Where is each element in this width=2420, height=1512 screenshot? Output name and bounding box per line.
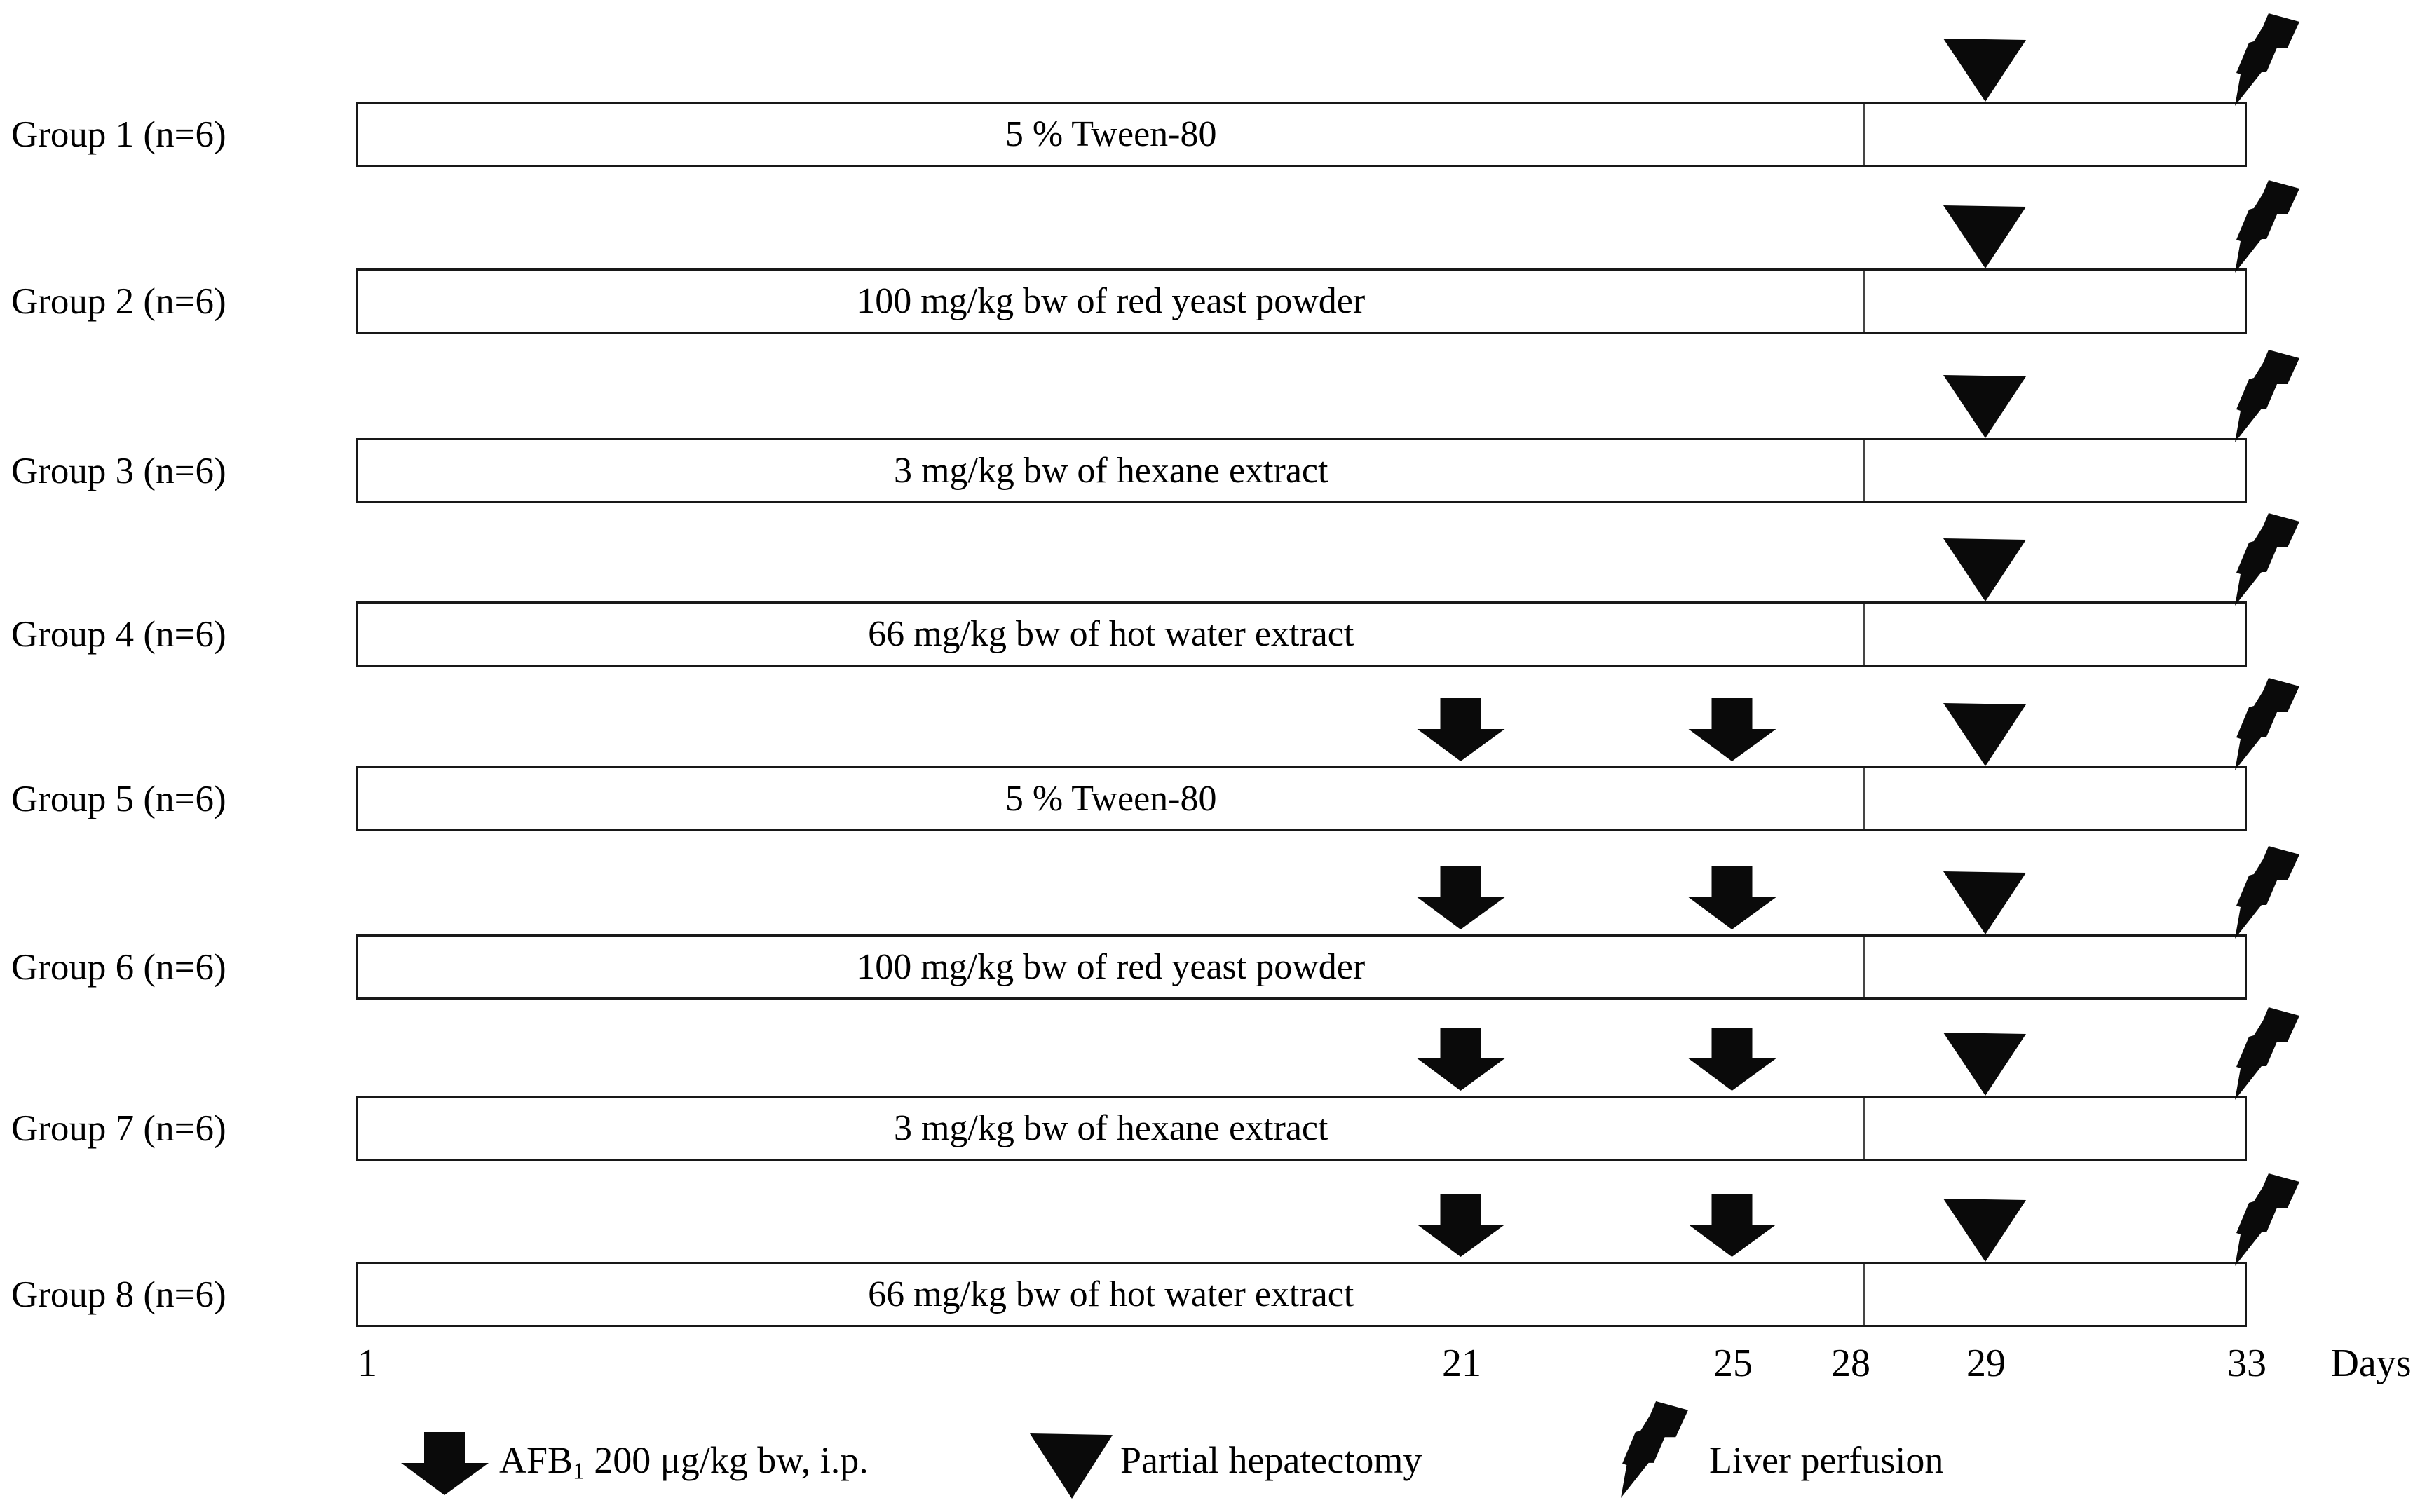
afb1-injection-icon-day21 xyxy=(1417,698,1505,761)
day-28-divider xyxy=(1863,604,1866,665)
legend-afb1-subscript: 1 xyxy=(573,1458,585,1485)
partial-hepatectomy-icon xyxy=(1943,703,2026,766)
day-28-divider xyxy=(1863,1098,1866,1159)
group-6-treatment-text: 100 mg/kg bw of red yeast powder xyxy=(857,947,1366,987)
group-row-2: Group 2 (n=6) 100 mg/kg bw of red yeast … xyxy=(0,180,2420,334)
partial-hepatectomy-icon xyxy=(1943,1033,2026,1096)
legend-afb1-label: AFB1 200 μg/kg bw, i.p. xyxy=(499,1438,869,1485)
day-28-divider xyxy=(1863,768,1866,829)
group-row-1: Group 1 (n=6) 5 % Tween-80 xyxy=(0,13,2420,167)
afb1-injection-icon-day25 xyxy=(1688,1028,1776,1091)
group-8-timeline-bar: 66 mg/kg bw of hot water extract xyxy=(356,1173,2299,1327)
legend-hepatectomy-label: Partial hepatectomy xyxy=(1120,1439,1422,1481)
partial-hepatectomy-icon xyxy=(1943,1199,2026,1262)
group-3-treatment-text: 3 mg/kg bw of hexane extract xyxy=(893,451,1328,491)
liver-perfusion-icon xyxy=(2235,350,2299,442)
liver-perfusion-icon xyxy=(2235,180,2299,273)
partial-hepatectomy-icon xyxy=(1943,205,2026,268)
day-28-divider xyxy=(1863,440,1866,501)
day-28-divider xyxy=(1863,1264,1866,1325)
group-1-label: Group 1 (n=6) xyxy=(11,114,226,155)
axis-tick-day-29: 29 xyxy=(1966,1342,2006,1385)
group-1-timeline-bar: 5 % Tween-80 xyxy=(356,13,2299,167)
partial-hepatectomy-icon xyxy=(1943,538,2026,601)
group-6-timeline-bar: 100 mg/kg bw of red yeast powder xyxy=(356,846,2299,1000)
legend-afb1-arrow-icon xyxy=(401,1432,489,1495)
afb1-injection-icon-day21 xyxy=(1417,866,1505,929)
group-1-treatment-text: 5 % Tween-80 xyxy=(1005,114,1217,154)
liver-perfusion-icon xyxy=(2235,678,2299,770)
legend-perfusion-label: Liver perfusion xyxy=(1709,1439,1944,1481)
group-3-label: Group 3 (n=6) xyxy=(11,450,226,491)
afb1-injection-icon-day21 xyxy=(1417,1028,1505,1091)
group-row-3: Group 3 (n=6) 3 mg/kg bw of hexane extra… xyxy=(0,350,2420,503)
group-5-label: Group 5 (n=6) xyxy=(11,778,226,819)
liver-perfusion-icon xyxy=(2235,1007,2299,1100)
group-2-label: Group 2 (n=6) xyxy=(11,280,226,322)
partial-hepatectomy-icon xyxy=(1943,375,2026,438)
axis-tick-day-28: 28 xyxy=(1831,1342,1870,1385)
legend-afb1-prefix: AFB xyxy=(499,1439,573,1481)
group-4-label: Group 4 (n=6) xyxy=(11,613,226,655)
afb1-injection-icon-day25 xyxy=(1688,698,1776,761)
axis-tick-day-1: 1 xyxy=(358,1342,377,1385)
day-28-divider xyxy=(1863,104,1866,165)
day-28-divider xyxy=(1863,271,1866,332)
group-row-8: Group 8 (n=6) 66 mg/kg bw of hot water e… xyxy=(0,1173,2420,1327)
axis-tick-day-33: 33 xyxy=(2227,1342,2266,1385)
group-row-6: Group 6 (n=6) 100 mg/kg bw of red yeast … xyxy=(0,846,2420,1000)
group-5-timeline-bar: 5 % Tween-80 xyxy=(356,678,2299,831)
partial-hepatectomy-icon xyxy=(1943,39,2026,102)
axis-tick-day-25: 25 xyxy=(1713,1342,1753,1385)
group-7-treatment-text: 3 mg/kg bw of hexane extract xyxy=(893,1108,1328,1148)
group-5-treatment-text: 5 % Tween-80 xyxy=(1005,779,1217,819)
legend-afb1-suffix: 200 μg/kg bw, i.p. xyxy=(584,1439,869,1481)
partial-hepatectomy-icon xyxy=(1943,871,2026,934)
liver-perfusion-icon xyxy=(2235,13,2299,106)
group-7-label: Group 7 (n=6) xyxy=(11,1108,226,1149)
legend-hepatectomy-triangle-icon xyxy=(1030,1433,1113,1499)
group-2-timeline-bar: 100 mg/kg bw of red yeast powder xyxy=(356,180,2299,334)
group-2-treatment-text: 100 mg/kg bw of red yeast powder xyxy=(857,281,1366,321)
liver-perfusion-icon xyxy=(2235,513,2299,606)
axis-unit-label: Days xyxy=(2330,1342,2412,1385)
group-6-label: Group 6 (n=6) xyxy=(11,946,226,988)
group-7-timeline-bar: 3 mg/kg bw of hexane extract xyxy=(356,1007,2299,1161)
group-row-5: Group 5 (n=6) 5 % Tween-80 xyxy=(0,678,2420,831)
group-row-7: Group 7 (n=6) 3 mg/kg bw of hexane extra… xyxy=(0,1007,2420,1161)
afb1-injection-icon-day25 xyxy=(1688,866,1776,929)
afb1-injection-icon-day25 xyxy=(1688,1194,1776,1257)
afb1-injection-icon-day21 xyxy=(1417,1194,1505,1257)
group-8-label: Group 8 (n=6) xyxy=(11,1274,226,1315)
axis-tick-day-21: 21 xyxy=(1442,1342,1481,1385)
group-4-timeline-bar: 66 mg/kg bw of hot water extract xyxy=(356,513,2299,667)
day-28-divider xyxy=(1863,937,1866,997)
group-3-timeline-bar: 3 mg/kg bw of hexane extract xyxy=(356,350,2299,503)
legend-perfusion-bolt-icon xyxy=(1621,1401,1688,1498)
liver-perfusion-icon xyxy=(2235,1173,2299,1266)
group-row-4: Group 4 (n=6) 66 mg/kg bw of hot water e… xyxy=(0,513,2420,667)
liver-perfusion-icon xyxy=(2235,846,2299,939)
group-8-treatment-text: 66 mg/kg bw of hot water extract xyxy=(868,1274,1354,1314)
group-4-treatment-text: 66 mg/kg bw of hot water extract xyxy=(868,614,1354,654)
